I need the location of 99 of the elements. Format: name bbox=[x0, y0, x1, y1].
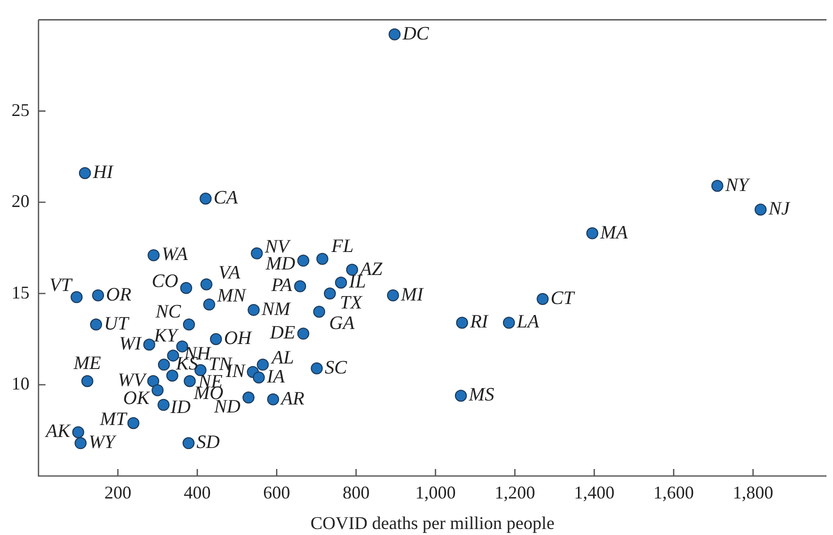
point bbox=[90, 318, 102, 331]
point bbox=[297, 328, 310, 340]
point bbox=[256, 358, 269, 371]
point bbox=[182, 318, 195, 331]
point bbox=[203, 298, 216, 310]
point bbox=[158, 398, 170, 411]
point bbox=[152, 384, 164, 396]
annotation: CO bbox=[152, 271, 178, 292]
annotation: LA bbox=[516, 312, 540, 333]
annotation: NJ bbox=[768, 198, 792, 220]
point bbox=[310, 362, 323, 374]
annotation: MI bbox=[400, 284, 425, 306]
annotation: UT bbox=[104, 314, 130, 335]
point bbox=[147, 375, 160, 388]
annotation: OH bbox=[224, 328, 253, 350]
point bbox=[297, 254, 310, 267]
x-tick-label: 1,400 bbox=[574, 482, 615, 503]
point bbox=[78, 167, 91, 180]
annotation: SD bbox=[196, 432, 220, 454]
annotation: AL bbox=[270, 348, 294, 369]
point bbox=[324, 288, 336, 300]
point bbox=[388, 28, 401, 40]
annotation: MS bbox=[468, 384, 495, 406]
point bbox=[252, 371, 265, 384]
point bbox=[70, 291, 83, 304]
x-tick-label: 1,800 bbox=[732, 482, 774, 503]
point bbox=[267, 393, 280, 406]
annotation: AK bbox=[44, 421, 72, 442]
annotation: TX bbox=[340, 292, 364, 314]
annotation: PA bbox=[270, 275, 292, 296]
annotation: FL bbox=[330, 236, 354, 257]
point bbox=[502, 316, 515, 329]
annotation: NC bbox=[154, 302, 182, 323]
point bbox=[200, 192, 212, 205]
y-tick-label: 20 bbox=[12, 191, 30, 212]
annotation: ID bbox=[170, 396, 191, 418]
y-tick-label: 10 bbox=[12, 373, 30, 394]
point bbox=[294, 280, 306, 292]
annotation: WY bbox=[88, 432, 118, 454]
annotation: VA bbox=[218, 262, 241, 284]
point bbox=[148, 249, 160, 262]
x-tick-label: 1,000 bbox=[415, 482, 456, 503]
point bbox=[200, 278, 212, 290]
point bbox=[316, 252, 328, 265]
annotation: RI bbox=[469, 312, 490, 333]
point bbox=[456, 316, 468, 329]
point bbox=[158, 358, 170, 371]
point bbox=[387, 289, 399, 302]
annotation: NY bbox=[724, 174, 752, 196]
annotation: NM bbox=[260, 298, 292, 320]
point bbox=[242, 392, 254, 404]
point bbox=[143, 338, 156, 351]
annotation: VT bbox=[49, 275, 74, 296]
annotation: CT bbox=[550, 288, 576, 309]
annotation: WI bbox=[119, 334, 143, 355]
point bbox=[166, 370, 178, 382]
point bbox=[454, 390, 467, 402]
y-tick-label: 25 bbox=[12, 100, 30, 120]
point bbox=[72, 426, 84, 438]
x-tick-label: 1,200 bbox=[494, 482, 536, 503]
annotation: AR bbox=[279, 388, 305, 410]
point bbox=[346, 264, 358, 276]
annotation: DC bbox=[402, 23, 430, 44]
point bbox=[81, 375, 94, 388]
y-tick-label: 15 bbox=[12, 282, 30, 302]
point bbox=[210, 333, 222, 346]
annotation: OR bbox=[106, 284, 132, 306]
point bbox=[180, 282, 192, 294]
point bbox=[250, 247, 263, 260]
x-tick-label: 600 bbox=[263, 482, 290, 503]
annotation: MT bbox=[98, 409, 128, 430]
annotation: HI bbox=[92, 162, 115, 184]
annotation: MN bbox=[216, 285, 248, 306]
annotation: DE bbox=[268, 322, 296, 344]
point bbox=[127, 417, 140, 430]
annotation: ME bbox=[72, 353, 102, 374]
point bbox=[313, 306, 326, 318]
annotation: CA bbox=[214, 188, 238, 209]
annotation: KY bbox=[152, 325, 180, 346]
point bbox=[334, 276, 347, 289]
point bbox=[182, 437, 195, 450]
point bbox=[754, 204, 767, 216]
point bbox=[536, 292, 549, 305]
annotation: SC bbox=[324, 357, 348, 378]
point bbox=[248, 304, 260, 316]
point bbox=[711, 180, 724, 192]
annotation: IA bbox=[266, 366, 286, 388]
annotation: MA bbox=[599, 222, 628, 244]
annotation: GA bbox=[329, 312, 355, 334]
x-tick-label: 1,600 bbox=[653, 482, 694, 503]
point bbox=[586, 227, 598, 240]
point bbox=[184, 375, 196, 388]
point bbox=[74, 437, 87, 450]
x-tick-label: 400 bbox=[184, 482, 211, 503]
point bbox=[92, 289, 104, 302]
x-tick-label: 800 bbox=[342, 482, 370, 503]
annotation: WA bbox=[162, 244, 188, 266]
x-axis-title: COVID deaths per million people bbox=[310, 512, 554, 533]
x-tick-label: 200 bbox=[104, 482, 132, 503]
